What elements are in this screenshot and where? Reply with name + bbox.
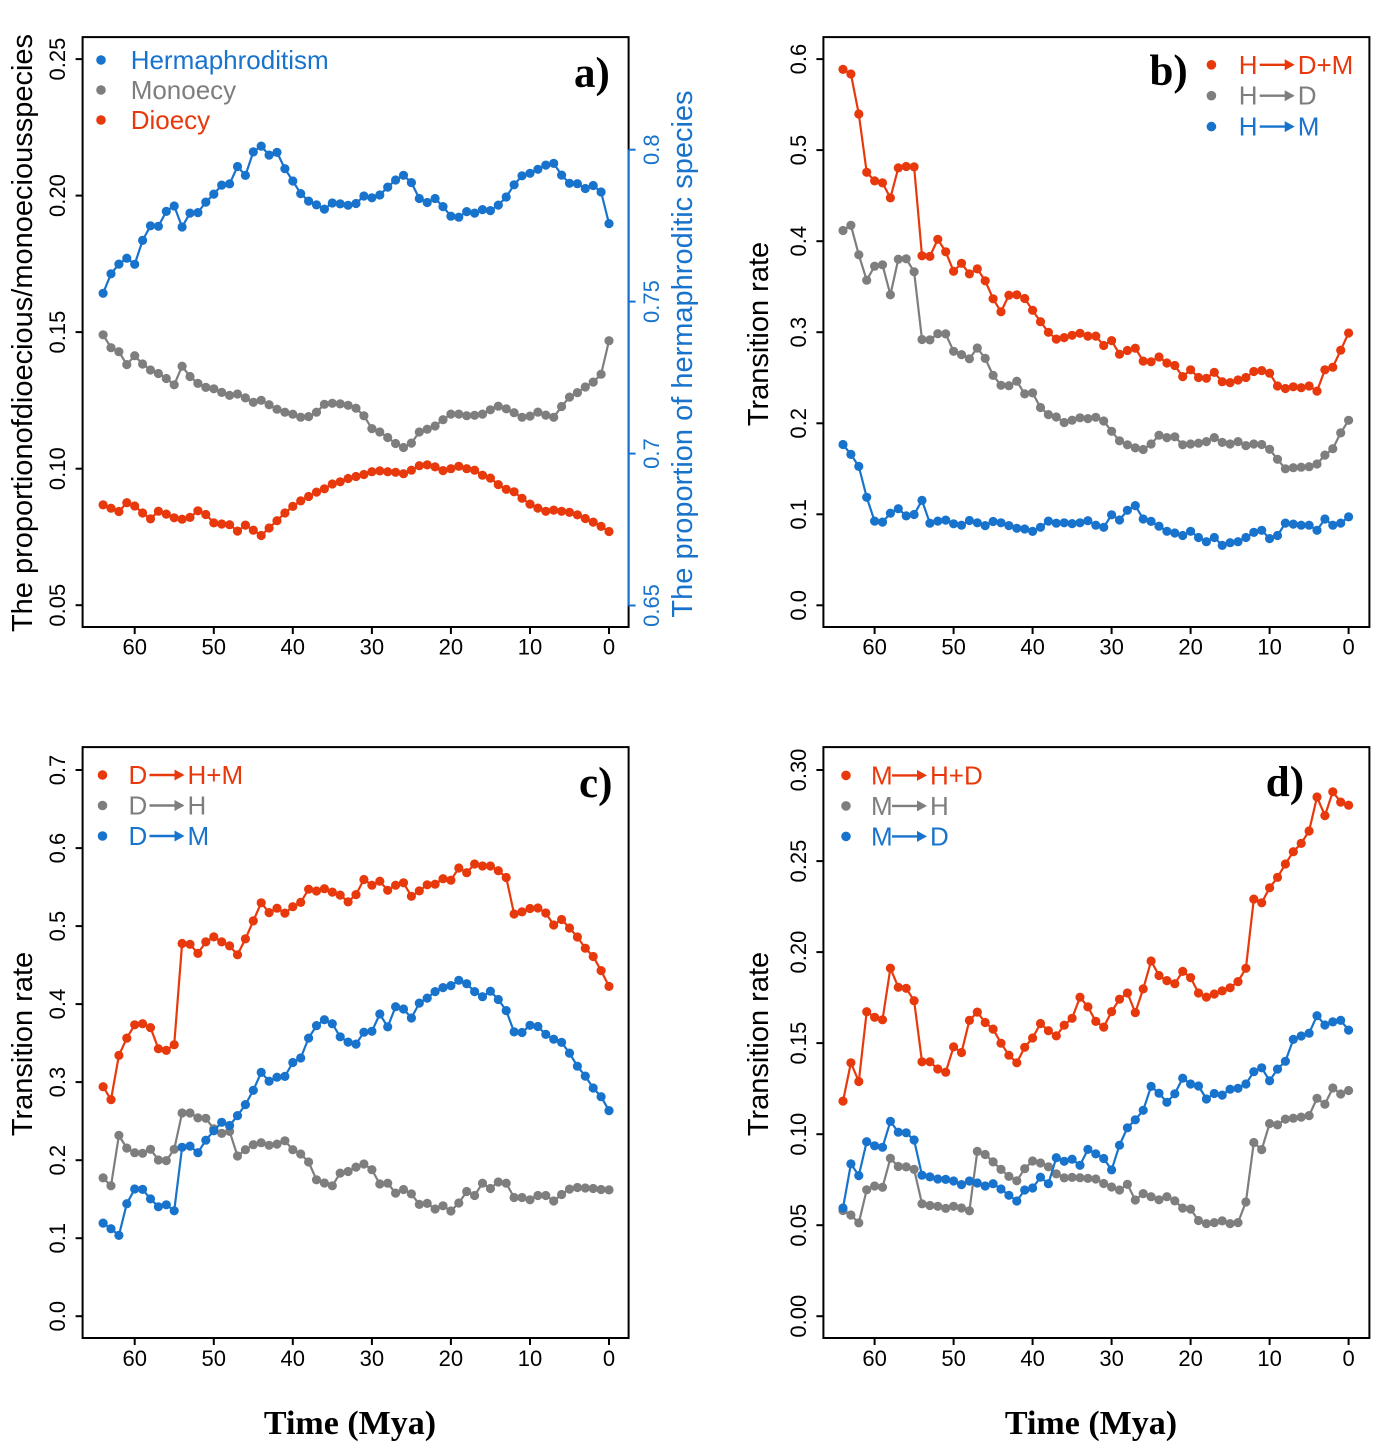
svg-text:Transition rate: Transition rate [743,952,775,1136]
svg-text:50: 50 [202,635,226,660]
svg-text:10: 10 [518,1346,542,1371]
svg-text:60: 60 [862,1346,886,1371]
svg-text:0.6: 0.6 [786,44,811,75]
svg-text:0.05: 0.05 [786,1204,811,1247]
svg-text:Transition rate: Transition rate [743,242,775,426]
svg-text:0.5: 0.5 [45,911,70,942]
svg-text:0.25: 0.25 [786,840,811,883]
svg-text:0.10: 0.10 [45,447,70,490]
svg-text:0.15: 0.15 [45,311,70,354]
svg-text:20: 20 [439,635,463,660]
svg-text:40: 40 [1020,635,1044,660]
svg-text:0.00: 0.00 [786,1295,811,1338]
svg-text:D: D [129,791,148,821]
svg-text:0.20: 0.20 [45,174,70,217]
svg-text:b): b) [1150,47,1188,94]
svg-text:30: 30 [360,1346,384,1371]
svg-text:50: 50 [941,635,965,660]
svg-text:0.7: 0.7 [45,755,70,786]
svg-text:40: 40 [281,635,305,660]
svg-text:The proportion of hermaphrodit: The proportion of hermaphroditic species [667,90,699,617]
svg-text:D: D [129,760,148,790]
svg-text:30: 30 [360,635,384,660]
svg-text:60: 60 [122,1346,146,1371]
svg-text:0.5: 0.5 [786,135,811,166]
svg-text:0.1: 0.1 [45,1223,70,1254]
svg-text:0: 0 [603,1346,615,1371]
svg-text:30: 30 [1099,1346,1123,1371]
svg-text:M: M [1298,112,1320,142]
svg-text:Time (Mya): Time (Mya) [1005,1405,1177,1442]
svg-text:10: 10 [518,635,542,660]
svg-text:M: M [871,791,893,821]
svg-text:20: 20 [1178,1346,1202,1371]
svg-text:40: 40 [281,1346,305,1371]
svg-text:0.20: 0.20 [786,931,811,974]
svg-text:0.6: 0.6 [45,833,70,864]
svg-text:H: H [1239,112,1258,142]
svg-text:0: 0 [1342,635,1354,660]
svg-text:Transition rate: Transition rate [7,952,39,1136]
svg-text:H: H [1239,81,1258,111]
svg-text:0.7: 0.7 [639,438,664,469]
svg-text:0: 0 [603,635,615,660]
svg-text:0.30: 0.30 [786,749,811,792]
svg-text:M: M [188,821,210,851]
svg-text:Time (Mya): Time (Mya) [264,1405,436,1442]
svg-text:Hermaphroditism: Hermaphroditism [131,45,329,75]
svg-text:0.10: 0.10 [786,1113,811,1156]
svg-text:10: 10 [1257,635,1281,660]
svg-text:H: H [930,791,949,821]
svg-text:H: H [1239,50,1258,80]
svg-text:50: 50 [202,1346,226,1371]
svg-text:10: 10 [1257,1346,1281,1371]
svg-text:a): a) [574,50,610,97]
svg-text:D: D [930,821,949,851]
svg-text:D: D [129,821,148,851]
svg-text:0.2: 0.2 [786,408,811,439]
svg-text:c): c) [579,760,612,807]
svg-text:0.65: 0.65 [639,584,664,627]
svg-text:0.8: 0.8 [639,134,664,165]
svg-text:H+M: H+M [188,760,244,790]
svg-text:0.3: 0.3 [786,317,811,348]
svg-text:d): d) [1266,759,1304,806]
svg-text:20: 20 [439,1346,463,1371]
svg-text:The proportionofdioecious/mono: The proportionofdioecious/monoeciousspec… [7,34,39,632]
svg-text:0.3: 0.3 [45,1067,70,1098]
svg-text:0.4: 0.4 [45,989,70,1020]
svg-text:M: M [871,760,893,790]
svg-text:H: H [188,791,207,821]
svg-text:0: 0 [1342,1346,1354,1371]
svg-text:50: 50 [941,1346,965,1371]
svg-text:0.0: 0.0 [786,590,811,621]
svg-text:0.2: 0.2 [45,1145,70,1176]
svg-text:D+M: D+M [1298,50,1354,80]
svg-text:0.25: 0.25 [45,38,70,81]
svg-text:0.0: 0.0 [45,1301,70,1332]
svg-text:0.05: 0.05 [45,584,70,627]
svg-text:0.4: 0.4 [786,226,811,257]
svg-text:Dioecy: Dioecy [131,105,210,135]
svg-text:0.75: 0.75 [639,280,664,323]
svg-text:60: 60 [122,635,146,660]
svg-text:0.1: 0.1 [786,499,811,530]
svg-text:Monoecy: Monoecy [131,75,237,105]
svg-text:D: D [1298,81,1317,111]
svg-text:30: 30 [1099,635,1123,660]
svg-text:H+D: H+D [930,760,983,790]
svg-text:20: 20 [1178,635,1202,660]
svg-text:0.15: 0.15 [786,1022,811,1065]
svg-text:40: 40 [1020,1346,1044,1371]
svg-text:60: 60 [862,635,886,660]
svg-text:M: M [871,821,893,851]
